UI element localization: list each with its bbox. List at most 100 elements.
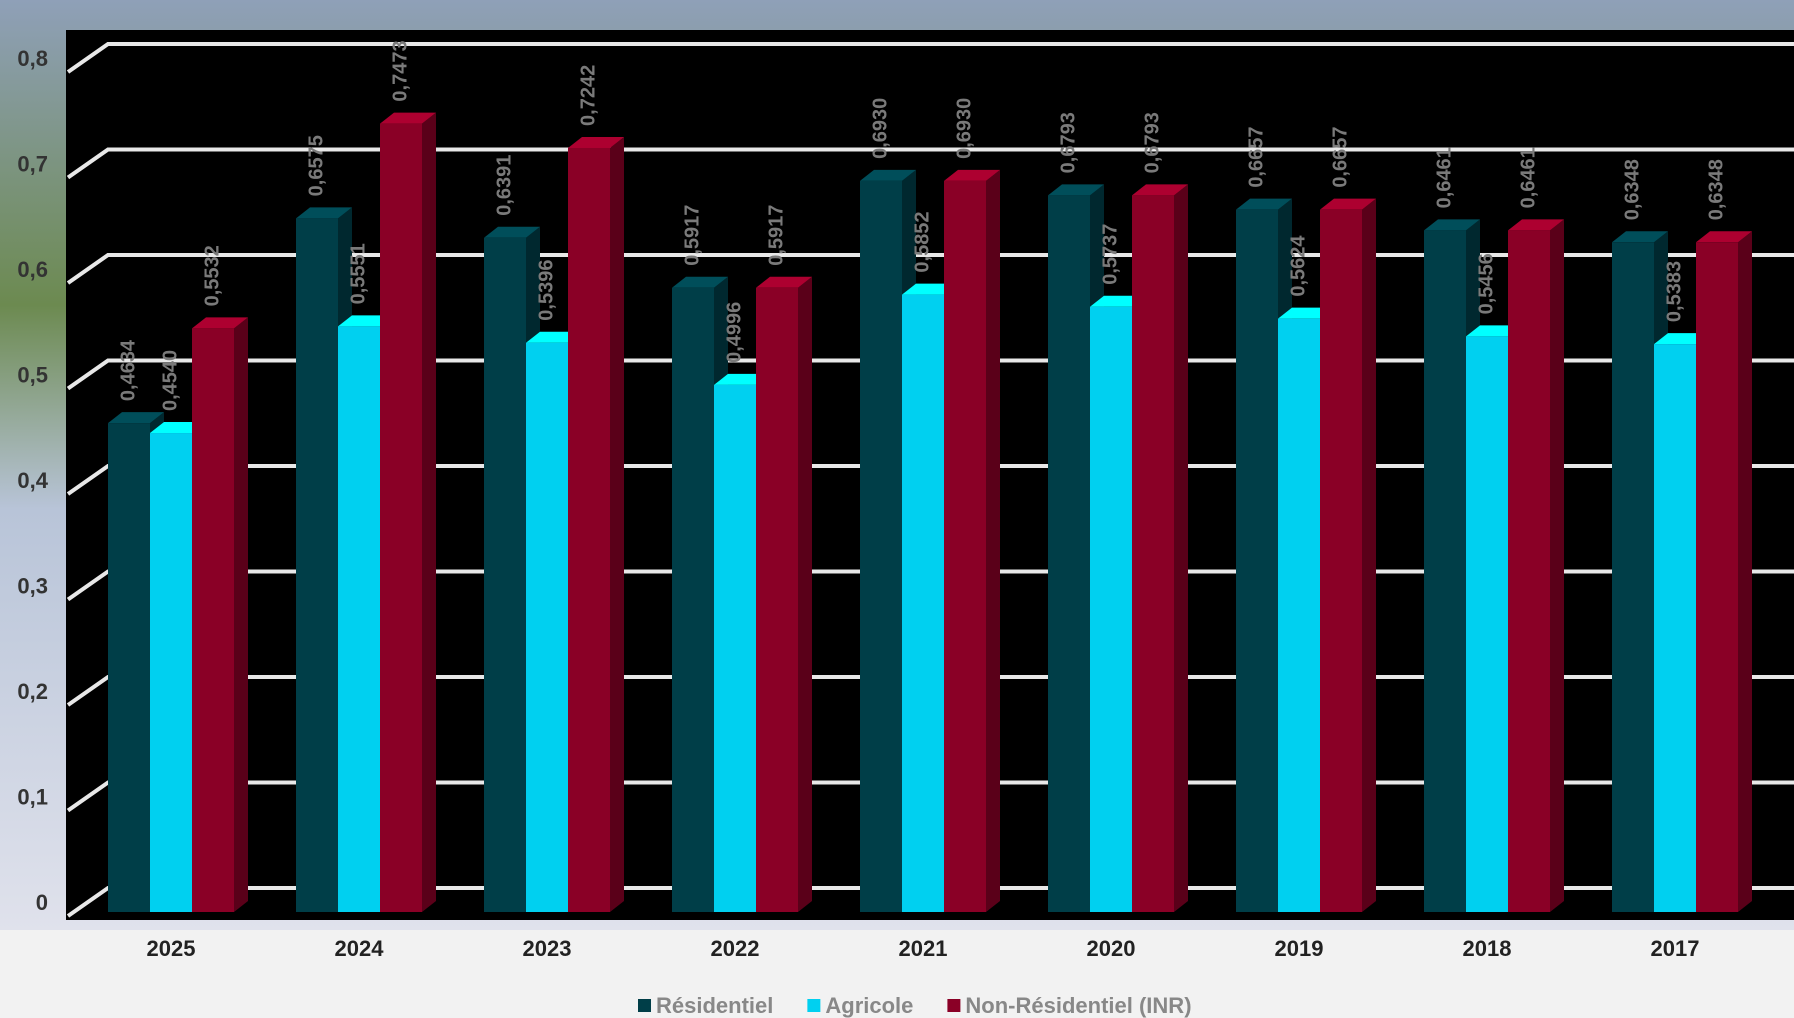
value-label: 0,5456 [1475, 253, 1497, 314]
bar [568, 147, 610, 912]
bar [1320, 209, 1362, 912]
grid-line [66, 358, 1794, 391]
value-label: 0,5532 [201, 245, 223, 306]
bar-side [610, 136, 624, 912]
bar-top [568, 136, 624, 148]
x-tick-label: 2021 [899, 936, 948, 961]
bar-side [234, 317, 248, 912]
y-tick-label: 0,3 [17, 573, 48, 598]
bar-top [756, 276, 812, 288]
bar [860, 180, 902, 912]
bar [1424, 230, 1466, 912]
x-tick-label: 2023 [523, 936, 572, 961]
value-label: 0,6461 [1517, 147, 1539, 208]
bar-top [1236, 198, 1292, 210]
bar-top [672, 276, 728, 288]
bar [1508, 230, 1550, 912]
footer-band [0, 930, 1794, 1018]
value-label: 0,6930 [953, 98, 975, 159]
x-tick-label: 2019 [1275, 936, 1324, 961]
y-tick-label: 0,5 [17, 362, 48, 387]
bar [1612, 242, 1654, 912]
bar [338, 326, 380, 912]
value-label: 0,6348 [1705, 159, 1727, 220]
value-label: 0,5917 [681, 205, 703, 266]
bar-side [1362, 198, 1376, 912]
bar [150, 433, 192, 912]
legend-label: Résidentiel [656, 993, 773, 1018]
bar-top [108, 412, 164, 424]
bar [380, 123, 422, 912]
legend-swatch [947, 999, 961, 1012]
bar [526, 342, 568, 912]
value-label: 0,4996 [723, 302, 745, 363]
x-tick-label: 2024 [335, 936, 385, 961]
bar [192, 328, 234, 912]
bar [714, 384, 756, 912]
value-label: 0,6348 [1621, 159, 1643, 220]
bar [1654, 344, 1696, 912]
bar-top [944, 169, 1000, 181]
bar-side [798, 276, 812, 913]
y-tick-label: 0 [36, 890, 48, 915]
bar [672, 287, 714, 913]
bar [108, 423, 150, 912]
bar-side [422, 112, 436, 912]
value-label: 0,5852 [911, 211, 933, 272]
value-label: 0,6793 [1141, 112, 1163, 173]
value-label: 0,6930 [869, 98, 891, 159]
bar [1466, 336, 1508, 913]
value-label: 0,6575 [305, 135, 327, 196]
y-tick-label: 0,4 [17, 468, 48, 493]
value-label: 0,7242 [577, 65, 599, 126]
bar-top [1612, 231, 1668, 243]
bar [756, 287, 798, 913]
value-label: 0,6461 [1433, 147, 1455, 208]
y-tick-label: 0,2 [17, 679, 48, 704]
bar [1132, 195, 1174, 912]
bar-top [1424, 219, 1480, 231]
bar-top [1132, 184, 1188, 196]
value-label: 0,5917 [765, 205, 787, 266]
bar-top [1508, 219, 1564, 231]
value-label: 0,6657 [1329, 127, 1351, 188]
value-label: 0,5624 [1287, 235, 1309, 297]
value-label: 0,5551 [347, 243, 369, 304]
value-label: 0,5383 [1663, 261, 1685, 322]
value-label: 0,7473 [389, 40, 411, 101]
bar [944, 180, 986, 912]
value-label: 0,6793 [1057, 112, 1079, 173]
x-tick-label: 2018 [1463, 936, 1512, 961]
bar-side [1174, 184, 1188, 912]
legend-swatch [638, 999, 651, 1012]
bar-side [1738, 231, 1752, 912]
bar [296, 218, 338, 912]
x-tick-label: 2017 [1651, 936, 1700, 961]
bar-side [1550, 219, 1564, 912]
y-tick-label: 0,6 [17, 257, 48, 282]
bar-top [380, 112, 436, 124]
bar [1278, 318, 1320, 913]
grid-line [66, 42, 1794, 74]
bar [484, 237, 526, 912]
bar [902, 294, 944, 912]
grid-line [66, 253, 1794, 285]
y-tick-label: 0,7 [17, 151, 48, 176]
bar-side [986, 169, 1000, 912]
value-label: 0,5396 [535, 260, 557, 321]
grid-line [66, 147, 1794, 180]
bar-top [484, 226, 540, 238]
bar [1236, 209, 1278, 912]
bar-top [860, 169, 916, 181]
bar-top [1048, 184, 1104, 196]
x-tick-label: 2022 [711, 936, 760, 961]
value-label: 0,6657 [1245, 127, 1267, 188]
y-tick-label: 0,8 [17, 46, 48, 71]
legend-swatch [807, 999, 821, 1012]
value-label: 0,5737 [1099, 224, 1121, 285]
legend-label: Agricole [825, 993, 913, 1018]
bar-top [296, 207, 352, 219]
legend-label: Non-Résidentiel (INR) [965, 993, 1191, 1018]
